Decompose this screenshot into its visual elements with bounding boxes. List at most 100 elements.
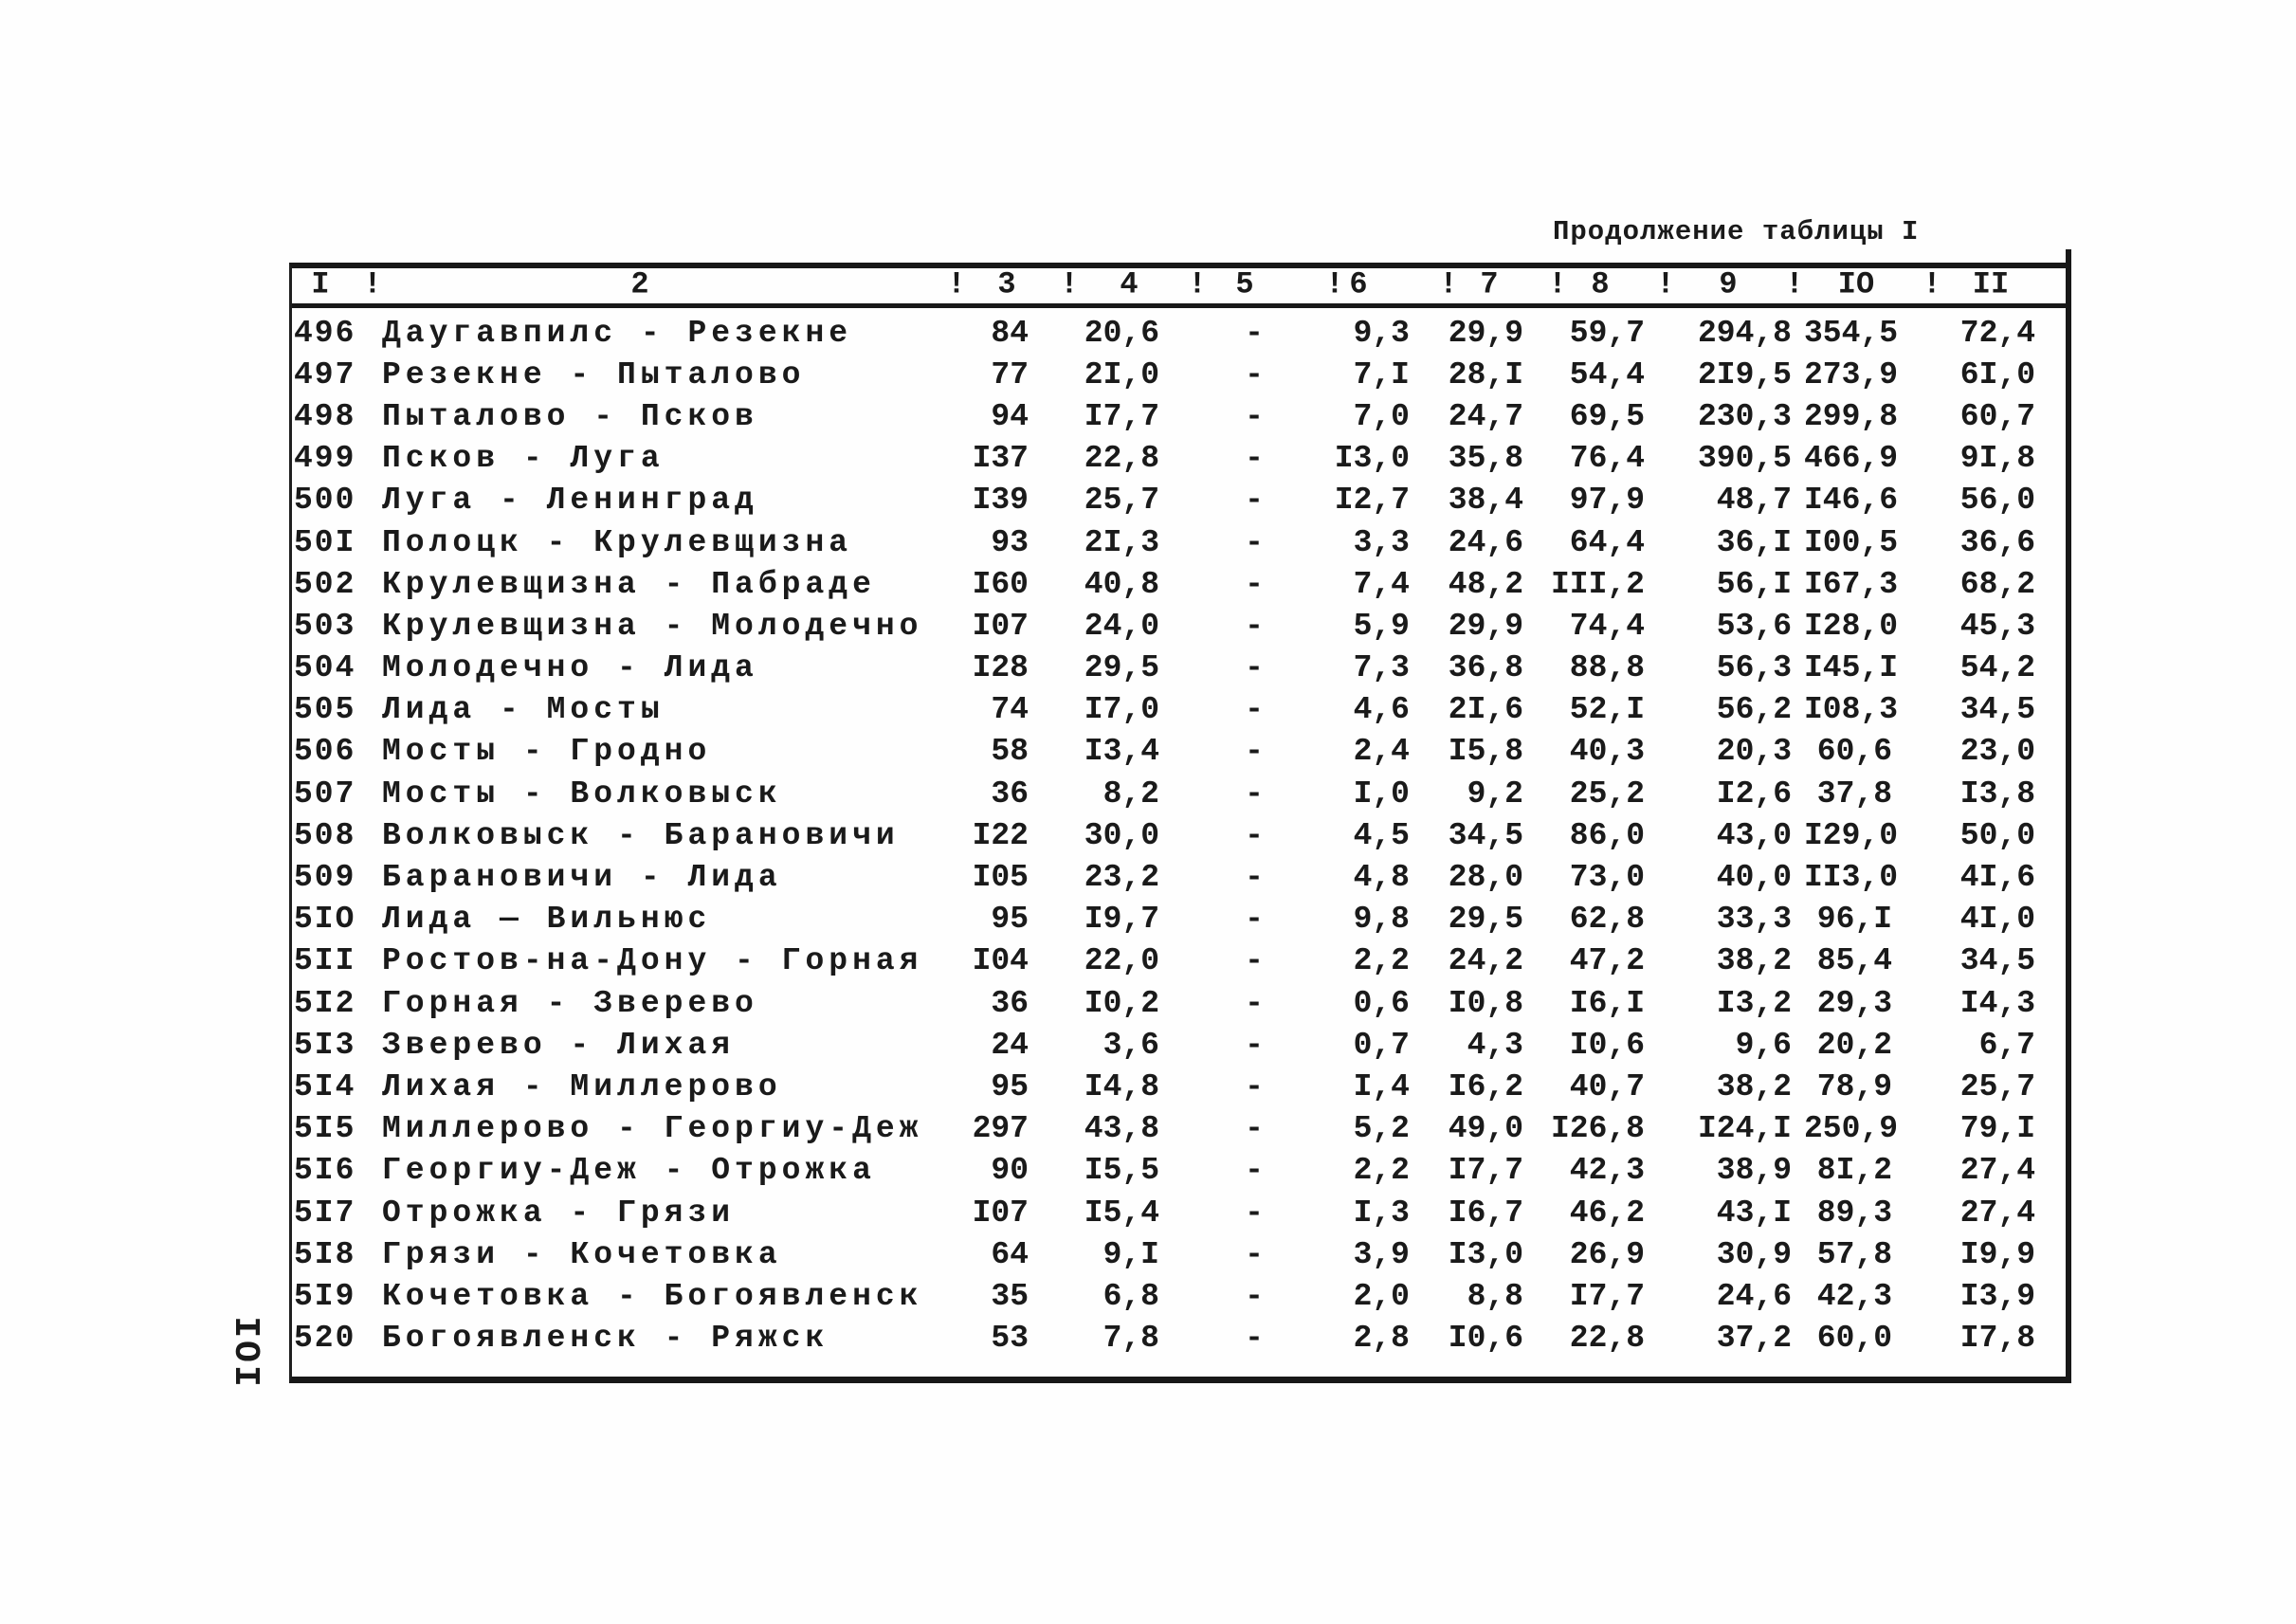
value-cell-col10: 60,0: [1816, 1321, 1892, 1357]
value-cell-col3: I60: [972, 566, 1029, 602]
row-number: 5II: [294, 943, 356, 979]
row-number: 5IO: [294, 902, 356, 938]
route-name: Георгиу-Деж - Отрожка: [382, 1153, 876, 1189]
value-cell-col9: 30,9: [1716, 1236, 1792, 1272]
value-cell-col5: -: [1245, 1153, 1264, 1189]
value-cell-col4: 9,I: [1102, 1236, 1159, 1272]
value-cell-col5: -: [1245, 441, 1264, 477]
column-header-1: I: [311, 266, 330, 302]
value-cell-col4: I3,4: [1084, 734, 1159, 770]
value-cell-col9: 36,I: [1716, 524, 1792, 560]
value-cell-col6: 4,8: [1353, 860, 1410, 896]
value-cell-col4: 22,8: [1084, 441, 1159, 477]
value-cell-col8: 40,7: [1569, 1068, 1645, 1104]
value-cell-col7: 9,2: [1467, 776, 1523, 812]
column-header-6: 6: [1349, 266, 1368, 302]
route-name: Мосты - Гродно: [382, 734, 712, 770]
value-cell-col4: 30,0: [1084, 817, 1159, 853]
column-header-11: II: [1972, 266, 2010, 302]
route-name: Мосты - Волковыск: [382, 776, 782, 812]
route-name: Зверево - Лихая: [382, 1027, 736, 1063]
value-cell-col7: I6,7: [1448, 1195, 1523, 1231]
value-cell-col5: -: [1245, 734, 1264, 770]
value-cell-col11: 4I,6: [1959, 860, 2035, 896]
table-row: 5I3 Зверево - Лихая 24 3,6 - 0,7 4,3 I0,6 9,6 20,…: [292, 1024, 2071, 1066]
value-cell-col10: 42,3: [1816, 1278, 1892, 1314]
row-number: 504: [294, 650, 356, 686]
value-cell-col9: 390,5: [1697, 441, 1792, 477]
value-cell-col4: I7,7: [1084, 398, 1159, 434]
value-cell-col4: 24,0: [1084, 608, 1159, 644]
value-cell-col9: 20,3: [1716, 734, 1792, 770]
value-cell-col7: I0,6: [1448, 1321, 1523, 1357]
table-row: 502 Крулевщизна - Пабраде I60 40,8 - 7,4 48,2 I…: [292, 563, 2071, 605]
value-cell-col7: I0,8: [1448, 985, 1523, 1021]
value-cell-col7: I3,0: [1448, 1236, 1523, 1272]
value-cell-col6: 0,7: [1353, 1027, 1410, 1063]
value-cell-col3: 36: [991, 985, 1029, 1021]
value-cell-col5: -: [1245, 483, 1264, 519]
value-cell-col11: 79,I: [1959, 1111, 2035, 1147]
value-cell-col4: I5,4: [1084, 1195, 1159, 1231]
route-name: Миллерово - Георгиу-Деж: [382, 1111, 923, 1147]
value-cell-col9: I2,6: [1716, 776, 1792, 812]
row-number: 506: [294, 734, 356, 770]
value-cell-col9: 40,0: [1716, 860, 1792, 896]
value-cell-col8: 47,2: [1569, 943, 1645, 979]
value-cell-col3: I39: [972, 483, 1029, 519]
route-name: Псков - Луга: [382, 441, 665, 477]
value-cell-col8: 25,2: [1569, 776, 1645, 812]
value-cell-col6: 2,4: [1353, 734, 1410, 770]
value-cell-col11: 56,0: [1959, 483, 2035, 519]
value-cell-col8: 46,2: [1569, 1195, 1645, 1231]
value-cell-col7: I5,8: [1448, 734, 1523, 770]
row-number: 497: [294, 356, 356, 392]
row-number: 498: [294, 398, 356, 434]
value-cell-col5: -: [1245, 1027, 1264, 1063]
value-cell-col6: 0,6: [1353, 985, 1410, 1021]
value-cell-col8: 97,9: [1569, 483, 1645, 519]
value-cell-col4: 40,8: [1084, 566, 1159, 602]
route-name: Лида - Мосты: [382, 692, 665, 728]
value-cell-col5: -: [1245, 985, 1264, 1021]
value-cell-col5: -: [1245, 566, 1264, 602]
value-cell-col11: 25,7: [1959, 1068, 2035, 1104]
value-cell-col9: 38,2: [1716, 943, 1792, 979]
route-name: Пыталово - Псков: [382, 398, 758, 434]
value-cell-col11: 50,0: [1959, 817, 2035, 853]
value-cell-col10: 96,I: [1816, 902, 1892, 938]
table-row: 496 Даугавпилс - Резекне 84 20,6 - 9,3 29,9 59,…: [292, 312, 2071, 354]
value-cell-col7: I6,2: [1448, 1068, 1523, 1104]
row-number: 5I8: [294, 1236, 356, 1272]
value-cell-col10: 299,8: [1804, 398, 1899, 434]
value-cell-col8: 42,3: [1569, 1153, 1645, 1189]
column-separator: !: [1325, 266, 1344, 302]
value-cell-col4: I0,2: [1084, 985, 1159, 1021]
value-cell-col5: -: [1245, 1321, 1264, 1357]
value-cell-col6: I2,7: [1334, 483, 1410, 519]
value-cell-col6: 2,2: [1353, 943, 1410, 979]
value-cell-col8: 26,9: [1569, 1236, 1645, 1272]
row-number: 507: [294, 776, 356, 812]
value-cell-col4: 3,6: [1102, 1027, 1159, 1063]
value-cell-col8: 59,7: [1569, 315, 1645, 351]
value-cell-col3: I05: [972, 860, 1029, 896]
column-header-7: 7: [1480, 266, 1499, 302]
value-cell-col3: 93: [991, 524, 1029, 560]
table-row: 505 Лида - Мосты 74 I7,0 - 4,6 2I,6 52,I 56,2 I08…: [292, 689, 2071, 731]
table-row: 503 Крулевщизна - Молодечно I07 24,0 - 5,9 29,…: [292, 605, 2071, 647]
value-cell-col4: 22,0: [1084, 943, 1159, 979]
value-cell-col6: 4,5: [1353, 817, 1410, 853]
route-name: Богоявленск - Ряжск: [382, 1321, 829, 1357]
value-cell-col4: 20,6: [1084, 315, 1159, 351]
value-cell-col11: 9I,8: [1959, 441, 2035, 477]
table-row: 5I6 Георгиу-Деж - Отрожка 90 I5,5 - 2,2 I7,7 42…: [292, 1150, 2071, 1192]
value-cell-col8: 22,8: [1569, 1321, 1645, 1357]
value-cell-col7: 4,3: [1467, 1027, 1523, 1063]
row-number: 503: [294, 608, 356, 644]
data-table: I 2 3 4 5 6 7 8 9 IO II!!!!!!!!!! 496 Даугавпилс - …: [289, 249, 2071, 1383]
column-separator: !: [1548, 266, 1567, 302]
value-cell-col6: 9,3: [1353, 315, 1410, 351]
row-number: 500: [294, 483, 356, 519]
value-cell-col3: 35: [991, 1278, 1029, 1314]
